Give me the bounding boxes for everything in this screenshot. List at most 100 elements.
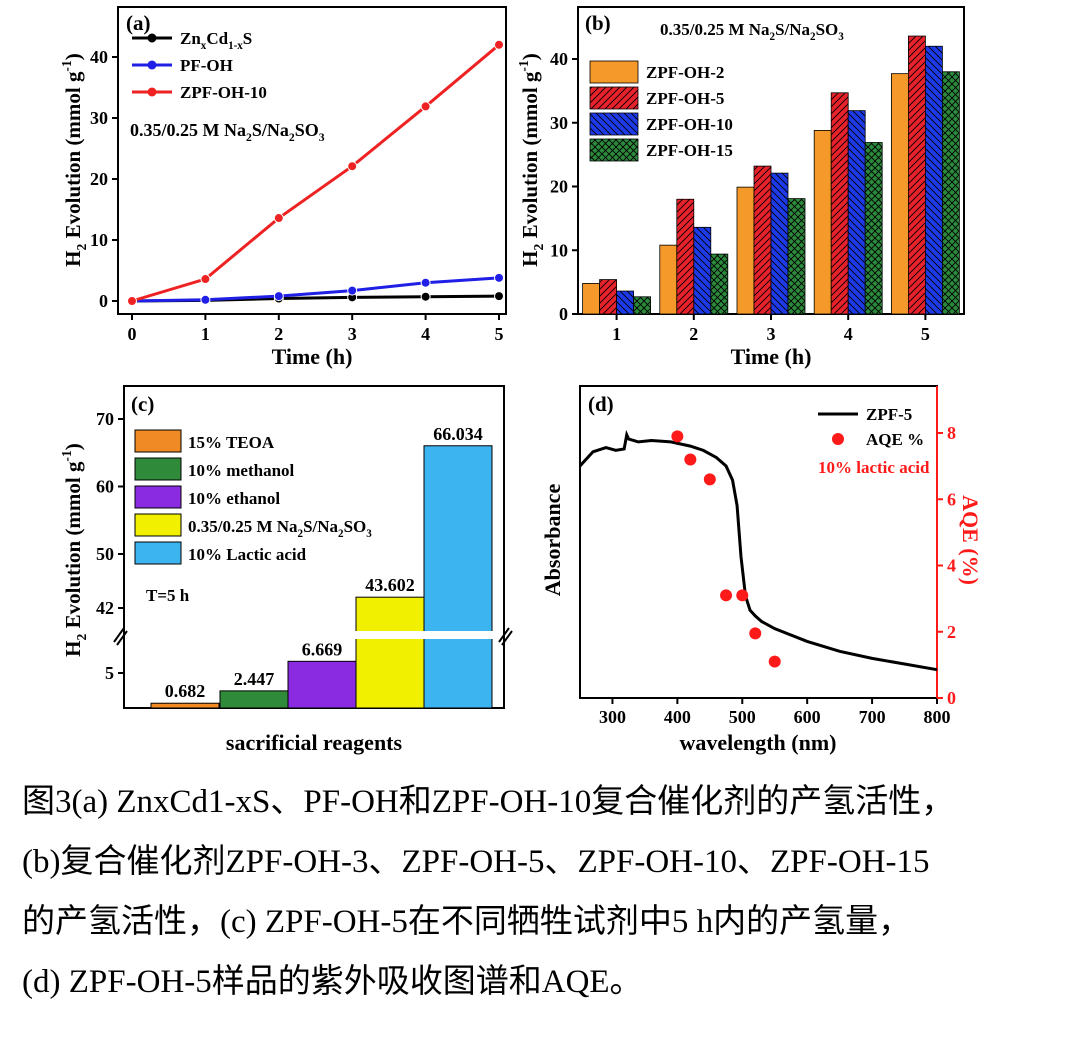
data-label-c: 6.669: [302, 639, 343, 659]
x-tick-label-d: 600: [794, 707, 821, 727]
x-tick-label-b: 3: [767, 324, 776, 344]
data-point-a: [494, 291, 504, 302]
data-point-a: [494, 272, 504, 283]
data-point-a: [494, 39, 504, 50]
data-point-a: [420, 291, 431, 302]
y2-axis-label-d: AQE (%): [958, 495, 983, 585]
data-point-a: [127, 296, 137, 306]
aqe-point-d: [703, 473, 716, 486]
figure-caption: 图3(a) ZnxCd1-xS、PF-OH和ZPF-OH-10复合催化剂的产氢活…: [22, 772, 1072, 1012]
legend-label-d: ZPF-5: [866, 405, 912, 424]
legend-label-c: 0.35/0.25 M Na2S/Na2SO3: [188, 517, 372, 540]
bar-b: [676, 198, 695, 315]
y-tick-label-c: 60: [96, 477, 114, 497]
legend-label-b: ZPF-OH-5: [646, 89, 724, 108]
bar-b: [891, 73, 909, 315]
y-axis-label-c: H2 Evolution (mmol g-1): [59, 443, 89, 657]
y-tick-label-a: 20: [90, 169, 108, 189]
bar-c: [423, 445, 493, 709]
legend-swatch-c: [134, 429, 182, 453]
y-tick-label-b: 40: [550, 49, 568, 69]
data-point-a: [273, 213, 284, 224]
series-line-a: [131, 276, 500, 303]
y-axis-label-a: H2 Evolution (mmol g-1): [59, 53, 89, 267]
y2-tick-label-d: 6: [947, 489, 956, 509]
bar-b: [616, 290, 634, 315]
x-tick-label-a: 5: [495, 324, 504, 344]
bar-b: [599, 279, 617, 315]
panel-label-d: (d): [588, 392, 614, 416]
annotation-b: 0.35/0.25 M Na2S/Na2SO3: [660, 20, 844, 43]
data-point-a: [200, 274, 211, 285]
bar-c: [150, 702, 220, 709]
bar-b: [830, 92, 849, 315]
panel-label-c: (c): [131, 392, 154, 416]
data-point-a: [273, 291, 284, 302]
y-axis-label-b: H2 Evolution (mmol g-1): [516, 53, 546, 267]
bar-b: [633, 296, 651, 315]
data-point-a: [347, 285, 358, 296]
x-tick-label-a: 0: [128, 324, 137, 344]
legend-label-d: AQE %: [866, 430, 924, 449]
x-tick-label-b: 5: [921, 324, 930, 344]
y-tick-label-a: 30: [90, 108, 108, 128]
legend-swatch-b: [589, 60, 639, 84]
bar-b: [942, 71, 960, 315]
y2-tick-label-d: 2: [947, 622, 956, 642]
x-tick-label-d: 800: [924, 707, 951, 727]
bar-b: [770, 172, 789, 315]
bar-b: [864, 142, 883, 315]
bar-b: [710, 253, 729, 315]
absorbance-line-d: [578, 429, 938, 672]
legend-label-c: 10% ethanol: [188, 489, 280, 508]
legend-swatch-c: [134, 513, 182, 537]
y2-tick-label-d: 0: [947, 688, 956, 708]
x-tick-label-a: 4: [421, 324, 430, 344]
y-tick-label-c: 50: [96, 544, 114, 564]
legend-swatch-b: [589, 86, 639, 110]
caption-line-4: (d) ZPF-OH-5样品的紫外吸收图谱和AQE。: [22, 964, 643, 1000]
y2-tick-label-d: 4: [947, 556, 956, 576]
bar-b: [582, 282, 600, 315]
y-tick-label-a: 40: [90, 47, 108, 67]
annotation-a: 0.35/0.25 M Na2S/Na2SO3: [130, 120, 325, 144]
legend-label-c: 10% Lactic acid: [188, 545, 307, 564]
bar-b: [659, 244, 678, 315]
data-point-a: [420, 101, 431, 112]
legend-swatch-c: [134, 457, 182, 481]
y-tick-label-b: 30: [550, 113, 568, 133]
plot-frame-a: [117, 6, 507, 315]
x-tick-label-b: 4: [844, 324, 853, 344]
x-tick-label-a: 1: [201, 324, 210, 344]
x-tick-label-d: 400: [664, 707, 691, 727]
annotation-d: 10% lactic acid: [818, 458, 930, 477]
legend-marker-a: [147, 87, 157, 97]
y-tick-label-b: 10: [550, 240, 568, 260]
x-tick-label-a: 2: [274, 324, 283, 344]
bar-b: [813, 129, 832, 315]
y-tick-label-b: 20: [550, 177, 568, 197]
data-label-c: 66.034: [433, 424, 483, 444]
bar-b: [736, 186, 755, 315]
y-tick-label-a: 0: [99, 291, 108, 311]
caption-line-2: (b)复合催化剂ZPF-OH-3、ZPF-OH-5、ZPF-OH-10、ZPF-…: [22, 844, 930, 880]
bar-b: [693, 226, 712, 315]
aqe-point-d: [671, 430, 684, 443]
x-tick-label-d: 500: [729, 707, 756, 727]
data-label-c: 2.447: [234, 669, 275, 689]
aqe-point-d: [768, 655, 781, 668]
data-label-c: 43.602: [365, 575, 415, 595]
annotation-c: T=5 h: [146, 586, 190, 605]
data-point-a: [200, 294, 211, 305]
legend-swatch-c: [134, 541, 182, 565]
axis-break-mark-right: [498, 627, 513, 646]
x-tick-label-d: 700: [859, 707, 886, 727]
legend-label-c: 15% TEOA: [188, 433, 275, 452]
caption-line-1: 图3(a) ZnxCd1-xS、PF-OH和ZPF-OH-10复合催化剂的产氢活…: [22, 784, 955, 820]
legend-marker-a: [147, 33, 157, 43]
aqe-point-d: [720, 589, 733, 602]
aqe-point-d: [684, 453, 697, 466]
x-axis-label-c: sacrificial reagents: [226, 730, 403, 755]
bar-c: [355, 596, 425, 709]
